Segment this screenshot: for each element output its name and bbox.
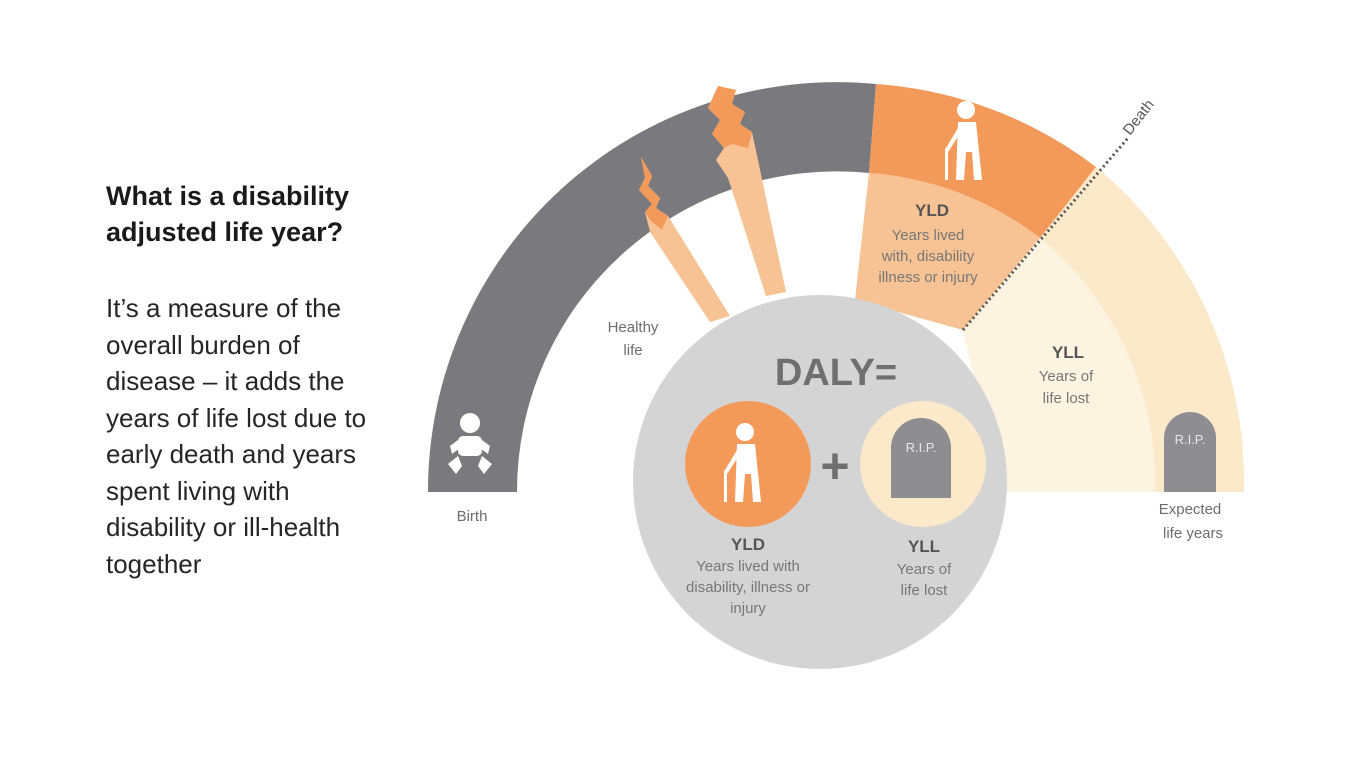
- formula-yll-line-2: life lost: [901, 582, 949, 599]
- yld-wedge: [855, 173, 1040, 330]
- elderly-person-icon: [724, 423, 761, 502]
- formula-yll-line-1: Years of: [897, 561, 952, 578]
- arc-yld-line-2: with, disability: [881, 248, 975, 265]
- description-text: It’s a measure of the overall burden of …: [106, 293, 367, 579]
- formula-yld-line-3: injury: [730, 600, 766, 617]
- healthy-life-label-2: life: [623, 342, 642, 359]
- daly-formula-circle: [633, 295, 1007, 669]
- daly-title: DALY=: [775, 352, 897, 394]
- plus-sign: +: [820, 438, 849, 494]
- arc-yll-line-2: life lost: [1043, 390, 1091, 407]
- death-label: Death: [1120, 96, 1158, 138]
- elderly-person-icon: [945, 101, 982, 180]
- death-line: [961, 137, 1130, 331]
- healthy-life-label-1: Healthy: [608, 319, 659, 336]
- expected-label-2: life years: [1163, 525, 1223, 542]
- arc-yll-line-1: Years of: [1039, 368, 1094, 385]
- formula-yld-line-2: disability, illness or: [686, 579, 810, 596]
- yll-band: [1040, 167, 1245, 492]
- formula-yll-title: YLL: [908, 537, 940, 556]
- arc-yld-title: YLD: [915, 201, 949, 220]
- formula-yld-line-1: Years lived with: [696, 558, 800, 575]
- yld-band: [869, 84, 1096, 238]
- formula-yld-title: YLD: [731, 535, 765, 554]
- expected-label-1: Expected: [1159, 501, 1222, 518]
- arc-yll-title: YLL: [1052, 343, 1084, 362]
- illness-spike-1-tip: [639, 157, 668, 230]
- page-title: What is a disability adjusted life year?: [106, 181, 350, 247]
- arc-yld-line-1: Years lived: [892, 227, 965, 244]
- arc-yld-line-3: illness or injury: [878, 269, 978, 286]
- tombstone-icon: R.I.P.: [891, 418, 951, 498]
- birth-label: Birth: [457, 508, 488, 525]
- yll-wedge: [963, 238, 1156, 492]
- tombstone-icon: R.I.P.: [1164, 412, 1216, 492]
- illness-spike-2-tip: [708, 86, 752, 148]
- illness-spike-1: [639, 157, 730, 322]
- baby-icon: [448, 413, 492, 474]
- formula-tombstone-text: R.I.P.: [906, 440, 937, 455]
- arc-tombstone-text: R.I.P.: [1175, 432, 1206, 447]
